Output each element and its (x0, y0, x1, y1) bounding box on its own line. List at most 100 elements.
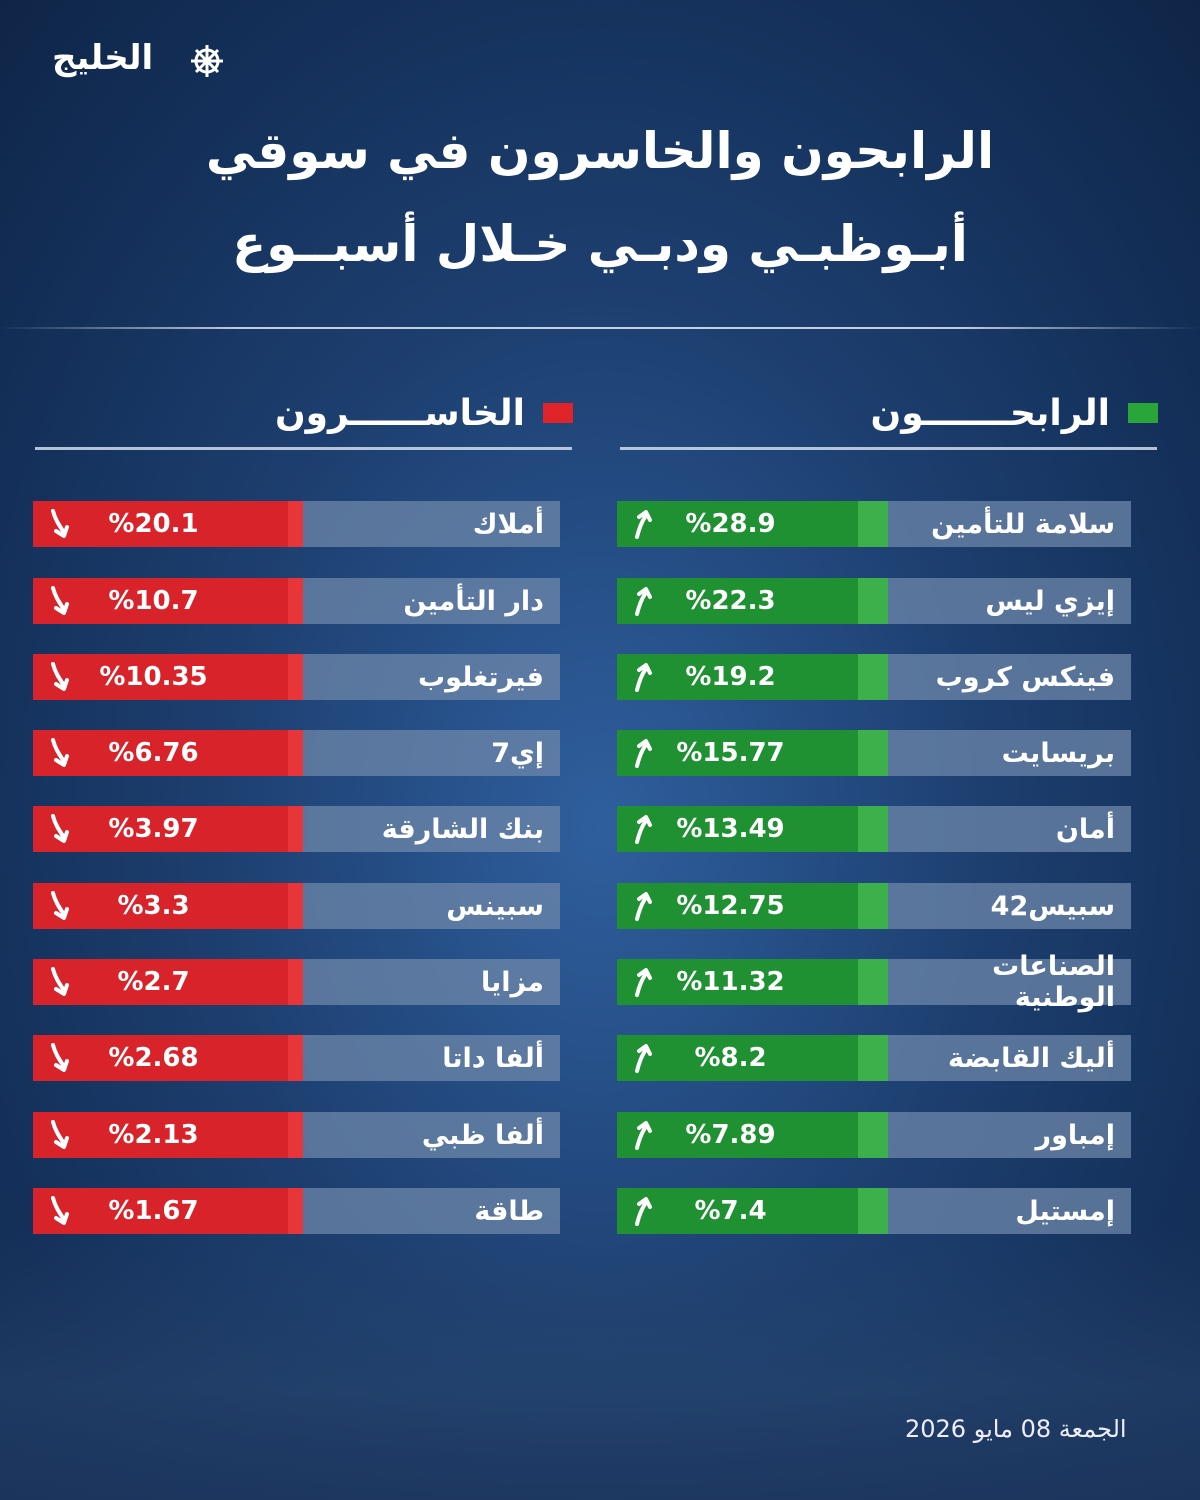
value-text: %10.7 (108, 586, 199, 616)
name-cell: مزايا (303, 959, 560, 1005)
value-cell: %6.76 (33, 730, 288, 776)
underline (620, 447, 1157, 450)
color-strip (288, 730, 303, 776)
value-cell: %2.13 (33, 1112, 288, 1158)
color-strip (288, 578, 303, 624)
arrow-down (51, 662, 69, 691)
value-text: %19.2 (685, 662, 776, 692)
color-strip (288, 1112, 303, 1158)
table-row: %10.35 فيرتغلوب (33, 654, 560, 700)
divider (0, 327, 1200, 329)
value-cell: %22.3 (617, 578, 858, 624)
table-row: %2.68 ألفا داتا (33, 1035, 560, 1081)
table-row: %20.1 أملاك (33, 501, 560, 547)
losers-header: الخاســــــرون (275, 388, 573, 438)
value-text: %10.35 (99, 662, 208, 692)
arrow-down (51, 891, 69, 920)
winners-title: الرابحـــــــون (870, 392, 1110, 434)
table-row: %2.13 ألفا ظبي (33, 1112, 560, 1158)
color-strip (858, 806, 888, 852)
color-strip (858, 578, 888, 624)
color-strip (288, 806, 303, 852)
name-cell: سلامة للتأمين (888, 501, 1131, 547)
title-line: أبـوظبـي ودبـي خـلال أسبــوع (232, 215, 968, 273)
table-row: %28.9 سلامة للتأمين (617, 501, 1131, 547)
arrow-up (635, 815, 652, 844)
legend-square (1128, 403, 1158, 423)
name-cell: الصناعات الوطنية (888, 951, 1131, 1013)
color-strip (288, 883, 303, 929)
arrow-down (51, 1120, 69, 1149)
name-cell: سبيس42 (888, 883, 1131, 929)
value-text: %11.32 (676, 967, 785, 997)
arrow-up (635, 587, 652, 616)
value-cell: %2.68 (33, 1035, 288, 1081)
legend-square (543, 403, 573, 423)
arrow-up (635, 892, 652, 921)
value-text: %7.4 (694, 1196, 767, 1226)
table-row: %22.3 إيزي ليس (617, 578, 1131, 624)
color-strip (288, 1188, 303, 1234)
name-cell: أليك القابضة (888, 1035, 1131, 1081)
logo: الخليج (52, 38, 154, 78)
table-row: %2.7 مزايا (33, 959, 560, 1005)
value-cell: %10.7 (33, 578, 288, 624)
arrow-up (635, 663, 652, 692)
value-cell: %20.1 (33, 501, 288, 547)
value-text: %12.75 (676, 891, 785, 921)
value-cell: %15.77 (617, 730, 858, 776)
value-cell: %3.3 (33, 883, 288, 929)
value-text: %20.1 (108, 509, 199, 539)
value-cell: %13.49 (617, 806, 858, 852)
name-cell: فيرتغلوب (303, 654, 560, 700)
value-text: %6.76 (108, 738, 199, 768)
value-cell: %11.32 (617, 959, 858, 1005)
value-cell: %7.4 (617, 1188, 858, 1234)
value-cell: %28.9 (617, 501, 858, 547)
color-strip (858, 1112, 888, 1158)
table-row: %19.2 فينكس كروب (617, 654, 1131, 700)
table-row: %1.67 طاقة (33, 1188, 560, 1234)
value-text: %1.67 (108, 1196, 199, 1226)
arrow-up (635, 1197, 652, 1226)
name-cell: إمستيل (888, 1188, 1131, 1234)
table-row: %12.75 سبيس42 (617, 883, 1131, 929)
name-cell: ألفا داتا (303, 1035, 560, 1081)
value-text: %28.9 (685, 509, 776, 539)
color-strip (858, 654, 888, 700)
arrow-up (635, 739, 652, 768)
arrow-up (635, 1121, 652, 1150)
arrow-down (51, 1043, 69, 1072)
value-text: %3.3 (117, 891, 190, 921)
value-text: %2.7 (117, 967, 190, 997)
name-cell: فينكس كروب (888, 654, 1131, 700)
value-cell: %1.67 (33, 1188, 288, 1234)
arrow-up (635, 968, 652, 997)
table-row: %7.89 إمباور (617, 1112, 1131, 1158)
winners-header: الرابحـــــــون (871, 388, 1158, 438)
name-cell: إمباور (888, 1112, 1131, 1158)
value-cell: %7.89 (617, 1112, 858, 1158)
name-cell: ألفا ظبي (303, 1112, 560, 1158)
value-cell: %3.97 (33, 806, 288, 852)
value-cell: %10.35 (33, 654, 288, 700)
name-cell: أملاك (303, 501, 560, 547)
name-cell: دار التأمين (303, 578, 560, 624)
value-text: %3.97 (108, 814, 199, 844)
name-cell: سبينس (303, 883, 560, 929)
arrow-up (635, 1044, 652, 1073)
color-strip (858, 501, 888, 547)
arrow-up (635, 510, 652, 539)
value-text: %8.2 (694, 1043, 767, 1073)
color-strip (288, 654, 303, 700)
table-row: %15.77 بريسايت (617, 730, 1131, 776)
name-cell: بريسايت (888, 730, 1131, 776)
value-text: %2.68 (108, 1043, 199, 1073)
color-strip (858, 1188, 888, 1234)
value-cell: %2.7 (33, 959, 288, 1005)
value-cell: %12.75 (617, 883, 858, 929)
table-row: %13.49 أمان (617, 806, 1131, 852)
losers-title: الخاســــــرون (274, 392, 525, 434)
logo-icon (191, 45, 223, 77)
arrow-down (51, 738, 69, 767)
